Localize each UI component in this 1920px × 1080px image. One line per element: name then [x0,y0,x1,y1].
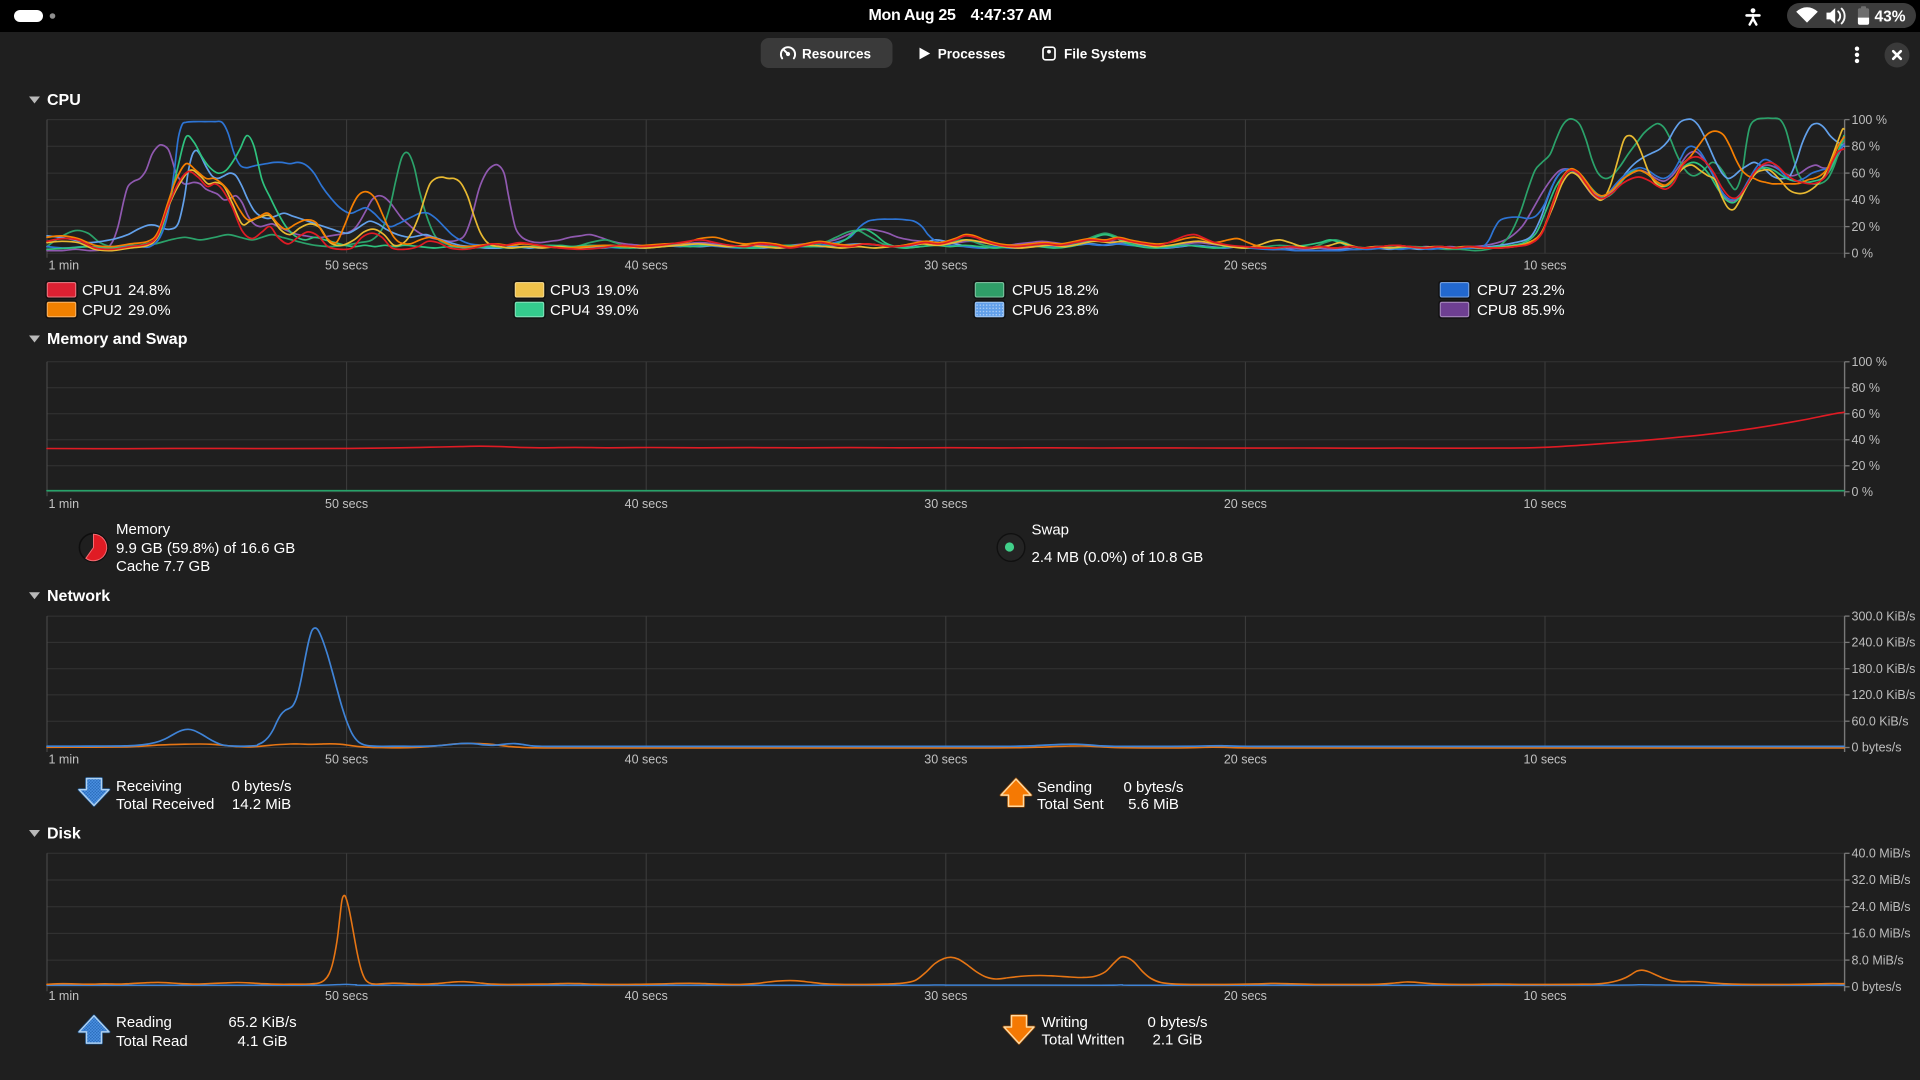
svg-text:CPU5: CPU5 [1012,282,1052,299]
svg-text:50 secs: 50 secs [325,258,368,272]
svg-text:60.0 KiB/s: 60.0 KiB/s [1852,714,1909,728]
svg-text:Disk: Disk [47,826,81,843]
svg-text:Cache 7.7 GB: Cache 7.7 GB [116,558,210,575]
svg-text:1 min: 1 min [49,497,80,511]
svg-text:30 secs: 30 secs [924,989,967,1003]
svg-text:29.0%: 29.0% [128,302,171,319]
svg-text:23.8%: 23.8% [1056,302,1099,319]
svg-text:20 secs: 20 secs [1224,258,1267,272]
svg-text:80 %: 80 % [1852,381,1881,395]
svg-text:CPU3: CPU3 [550,282,590,299]
svg-text:Reading: Reading [116,1014,172,1031]
svg-text:50 secs: 50 secs [325,989,368,1003]
svg-text:4.1 GiB: 4.1 GiB [237,1033,287,1050]
svg-text:CPU1: CPU1 [82,282,122,299]
svg-text:100 %: 100 % [1852,113,1887,127]
svg-text:40 secs: 40 secs [625,989,668,1003]
svg-text:60 %: 60 % [1852,166,1881,180]
svg-text:80 %: 80 % [1852,140,1881,154]
svg-text:Memory and Swap: Memory and Swap [47,331,188,348]
svg-text:20 secs: 20 secs [1224,989,1267,1003]
svg-text:0 bytes/s: 0 bytes/s [1852,741,1902,755]
svg-text:120.0 KiB/s: 120.0 KiB/s [1852,688,1916,702]
svg-text:10 secs: 10 secs [1523,989,1566,1003]
svg-text:24.8%: 24.8% [128,282,171,299]
svg-text:180.0 KiB/s: 180.0 KiB/s [1852,662,1916,676]
svg-text:0 bytes/s: 0 bytes/s [1123,779,1183,796]
svg-text:0 bytes/s: 0 bytes/s [1852,980,1902,994]
svg-text:50 secs: 50 secs [325,497,368,511]
svg-text:50 secs: 50 secs [325,753,368,767]
svg-text:40 %: 40 % [1852,433,1881,447]
svg-text:Receiving: Receiving [116,778,182,795]
svg-text:Total Written: Total Written [1042,1032,1125,1049]
svg-text:1 min: 1 min [49,753,80,767]
svg-text:Total Read: Total Read [116,1033,188,1050]
svg-text:39.0%: 39.0% [596,302,639,319]
svg-text:300.0 KiB/s: 300.0 KiB/s [1852,609,1916,623]
svg-text:20 %: 20 % [1852,220,1881,234]
svg-text:40 %: 40 % [1852,193,1881,207]
svg-text:65.2 KiB/s: 65.2 KiB/s [228,1014,296,1031]
svg-text:Swap: Swap [1032,522,1070,539]
svg-text:CPU2: CPU2 [82,302,122,319]
svg-text:0 %: 0 % [1852,485,1874,499]
svg-text:20 secs: 20 secs [1224,497,1267,511]
svg-text:10 secs: 10 secs [1523,497,1566,511]
svg-text:23.2%: 23.2% [1522,282,1565,299]
svg-text:1 min: 1 min [49,258,80,272]
svg-text:0 bytes/s: 0 bytes/s [231,778,291,795]
svg-text:32.0 MiB/s: 32.0 MiB/s [1852,873,1911,887]
svg-text:20 %: 20 % [1852,459,1881,473]
svg-text:30 secs: 30 secs [924,753,967,767]
svg-text:5.6 MiB: 5.6 MiB [1128,796,1179,813]
svg-text:20 secs: 20 secs [1224,753,1267,767]
svg-text:16.0 MiB/s: 16.0 MiB/s [1852,927,1911,941]
svg-text:0 %: 0 % [1852,247,1874,261]
svg-text:Memory: Memory [116,521,171,538]
svg-text:30 secs: 30 secs [924,497,967,511]
svg-text:2.4 MB (0.0%) of 10.8 GB: 2.4 MB (0.0%) of 10.8 GB [1032,549,1204,566]
svg-text:Writing: Writing [1042,1014,1088,1031]
svg-text:Total Received: Total Received [116,796,214,813]
svg-text:30 secs: 30 secs [924,258,967,272]
svg-text:Resources: Resources [802,46,871,61]
svg-text:240.0 KiB/s: 240.0 KiB/s [1852,636,1916,650]
svg-text:60 %: 60 % [1852,407,1881,421]
svg-text:8.0 MiB/s: 8.0 MiB/s [1852,953,1904,967]
svg-text:CPU8: CPU8 [1477,302,1517,319]
svg-text:1 min: 1 min [49,989,80,1003]
svg-text:40 secs: 40 secs [625,497,668,511]
svg-text:40 secs: 40 secs [625,258,668,272]
svg-text:9.9 GB (59.8%) of 16.6 GB: 9.9 GB (59.8%) of 16.6 GB [116,540,295,557]
svg-text:18.2%: 18.2% [1056,282,1099,299]
svg-text:40 secs: 40 secs [625,753,668,767]
svg-text:19.0%: 19.0% [596,282,639,299]
svg-text:24.0 MiB/s: 24.0 MiB/s [1852,900,1911,914]
svg-text:Sending: Sending [1037,779,1092,796]
svg-text:10 secs: 10 secs [1523,753,1566,767]
svg-text:14.2 MiB: 14.2 MiB [232,796,291,813]
svg-text:40.0 MiB/s: 40.0 MiB/s [1852,847,1911,861]
svg-text:Processes: Processes [938,46,1006,61]
svg-text:10 secs: 10 secs [1523,258,1566,272]
svg-text:43%: 43% [1875,8,1906,25]
svg-text:CPU4: CPU4 [550,302,590,319]
svg-text:100 %: 100 % [1852,355,1887,369]
svg-text:Network: Network [47,588,110,605]
svg-text:CPU: CPU [47,92,81,109]
svg-text:CPU7: CPU7 [1477,282,1517,299]
svg-text:0 bytes/s: 0 bytes/s [1147,1014,1207,1031]
svg-text:File Systems: File Systems [1064,46,1147,61]
svg-text:2.1 GiB: 2.1 GiB [1152,1032,1202,1049]
svg-text:85.9%: 85.9% [1522,302,1565,319]
svg-text:Total Sent: Total Sent [1037,796,1105,813]
svg-text:CPU6: CPU6 [1012,302,1052,319]
